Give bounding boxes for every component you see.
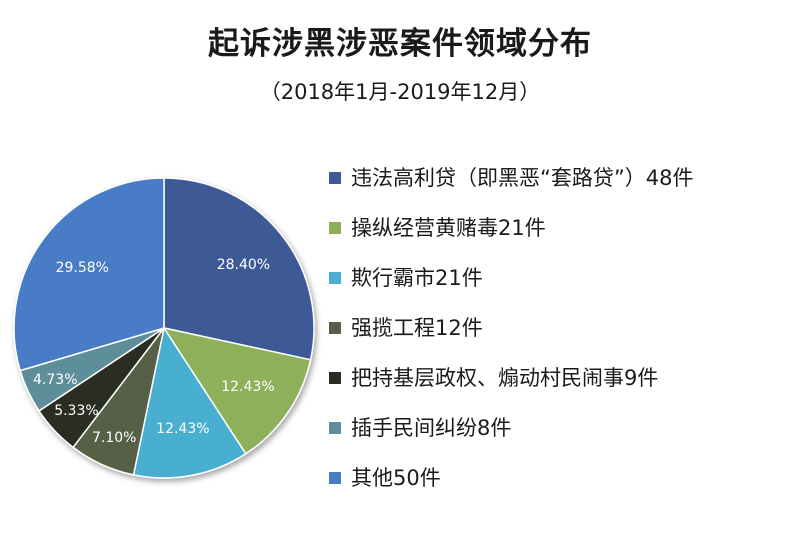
legend-swatch: [329, 472, 341, 484]
legend-label: 违法高利贷（即黑恶“套路贷”）48件: [351, 166, 694, 190]
legend-label: 强揽工程12件: [351, 316, 483, 340]
legend-swatch: [329, 222, 341, 234]
legend-swatch: [329, 172, 341, 184]
chart-subtitle: （2018年1月-2019年12月）: [259, 80, 541, 104]
legend-swatch: [329, 322, 341, 334]
legend-label: 欺行霸市21件: [351, 266, 483, 290]
slice-percent-label: 12.43%: [221, 379, 274, 395]
slice-percent-label: 4.73%: [33, 372, 77, 388]
slice-percent-label: 5.33%: [54, 403, 98, 419]
slice-percent-label: 29.58%: [56, 260, 109, 276]
legend-swatch: [329, 372, 341, 384]
pie-slice-7: [13, 177, 165, 372]
pie-slice-1: [163, 177, 315, 361]
legend-label: 其他50件: [351, 466, 441, 490]
legend-swatch: [329, 422, 341, 434]
chart-title: 起诉涉黑涉恶案件领域分布: [208, 26, 592, 62]
pie-labels: 28.40% 12.43% 12.43% 7.10% 5.33% 4.73% 29.58%: [33, 257, 275, 446]
slice-percent-label: 28.40%: [217, 257, 270, 273]
slice-percent-label: 12.43%: [156, 421, 209, 437]
pie-slice-3: [132, 326, 247, 479]
legend-label: 插手民间纠纷8件: [351, 416, 512, 440]
pie-slices: [13, 177, 315, 479]
pie-slice-2: [162, 326, 312, 455]
legend-swatch: [329, 272, 341, 284]
slice-percent-label: 7.10%: [92, 430, 136, 446]
legend-label: 操纵经营黄赌毒21件: [351, 216, 546, 240]
legend-label: 把持基层政权、煽动村民闹事9件: [351, 366, 659, 390]
